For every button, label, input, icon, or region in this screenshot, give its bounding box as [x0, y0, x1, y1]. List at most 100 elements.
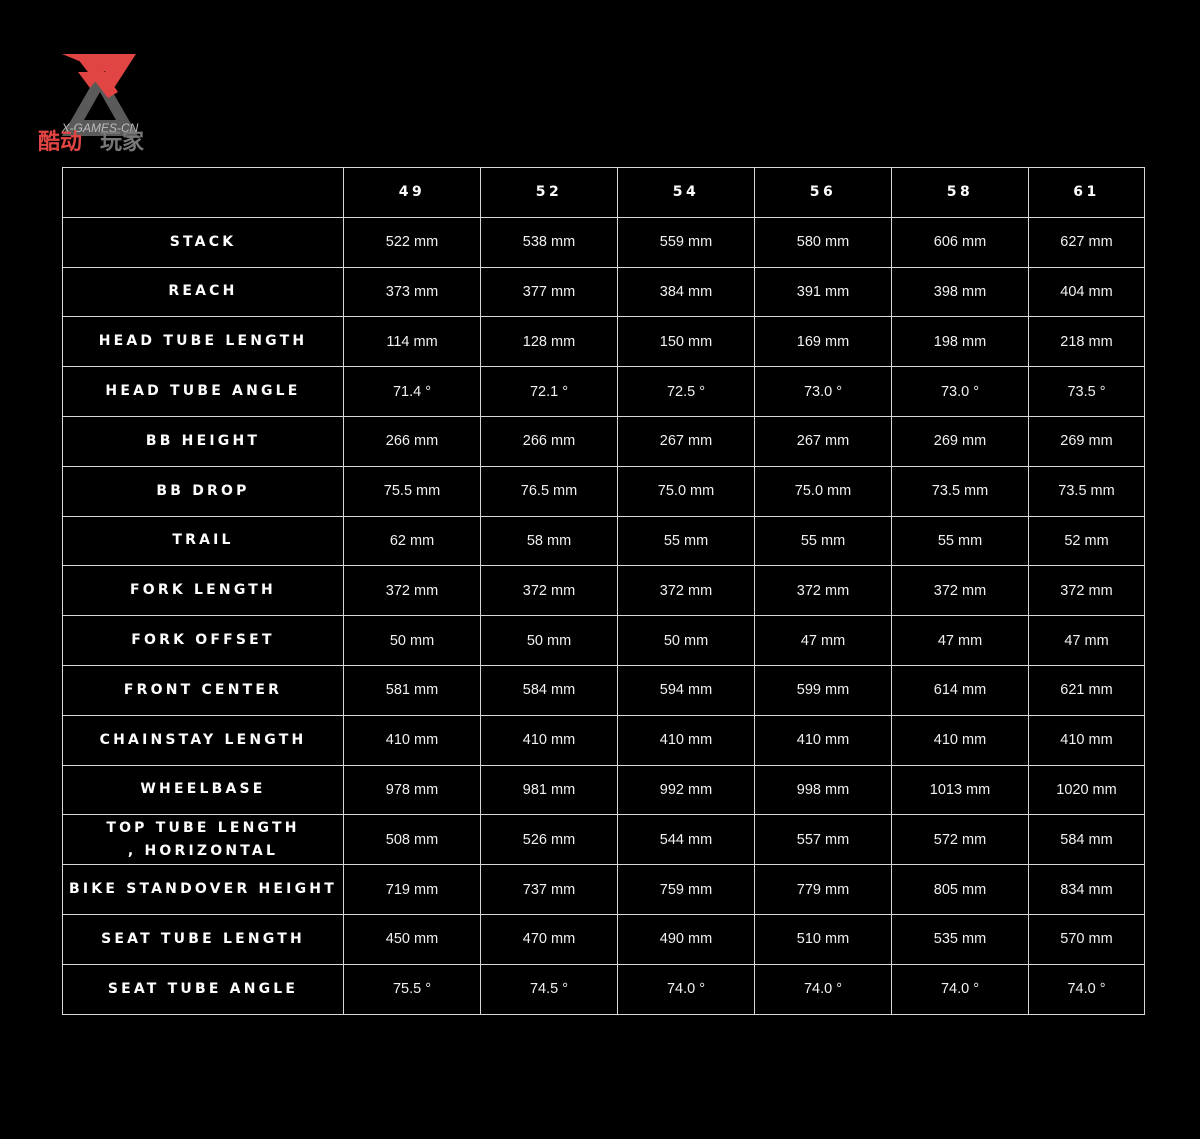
value-cell: 75.5 ° — [343, 963, 481, 1015]
size-header: 49 — [343, 167, 481, 218]
table-row: CHAINSTAY LENGTH 410 mm 410 mm 410 mm 410 mm… — [62, 714, 1145, 766]
value-cell: 391 mm — [754, 266, 892, 318]
value-cell: 584 mm — [1028, 814, 1145, 866]
row-label: WHEELBASE — [62, 764, 344, 816]
row-label: REACH — [62, 266, 344, 318]
value-cell: 805 mm — [891, 864, 1029, 915]
svg-text:玩家: 玩家 — [100, 129, 145, 152]
value-cell: 50 mm — [343, 615, 481, 666]
svg-text:X-GAMES-CN: X-GAMES-CN — [61, 121, 139, 135]
value-cell: 150 mm — [617, 316, 755, 368]
value-cell: 599 mm — [754, 664, 892, 716]
value-cell: 490 mm — [617, 913, 755, 965]
row-label: CHAINSTAY LENGTH — [62, 714, 344, 766]
value-cell: 522 mm — [343, 216, 481, 268]
value-cell: 267 mm — [754, 415, 892, 467]
value-cell: 372 mm — [617, 565, 755, 617]
value-cell: 992 mm — [617, 764, 755, 816]
table-row: FRONT CENTER 581 mm 584 mm 594 mm 599 mm 614 … — [62, 664, 1145, 716]
value-cell: 74.0 ° — [617, 963, 755, 1015]
value-cell: 834 mm — [1028, 864, 1145, 915]
table-row: SEAT TUBE LENGTH 450 mm 470 mm 490 mm 510 mm… — [62, 913, 1145, 965]
value-cell: 372 mm — [1028, 565, 1145, 617]
value-cell: 71.4 ° — [343, 366, 481, 417]
value-cell: 594 mm — [617, 664, 755, 716]
row-label: FRONT CENTER — [62, 664, 344, 716]
value-cell: 1013 mm — [891, 764, 1029, 816]
row-label: BB DROP — [62, 465, 344, 517]
value-cell: 510 mm — [754, 913, 892, 965]
value-cell: 470 mm — [480, 913, 618, 965]
value-cell: 627 mm — [1028, 216, 1145, 268]
svg-text:酷动: 酷动 — [38, 130, 82, 152]
value-cell: 398 mm — [891, 266, 1029, 318]
row-label: BB HEIGHT — [62, 415, 344, 467]
value-cell: 52 mm — [1028, 515, 1145, 567]
value-cell: 557 mm — [754, 814, 892, 866]
value-cell: 508 mm — [343, 814, 481, 866]
value-cell: 269 mm — [891, 415, 1029, 467]
value-cell: 74.0 ° — [754, 963, 892, 1015]
value-cell: 719 mm — [343, 864, 481, 915]
value-cell: 410 mm — [754, 714, 892, 766]
table-row: BIKE STANDOVER HEIGHT 719 mm 737 mm 759 mm 7… — [62, 864, 1145, 915]
value-cell: 73.0 ° — [891, 366, 1029, 417]
value-cell: 410 mm — [343, 714, 481, 766]
value-cell: 584 mm — [480, 664, 618, 716]
value-cell: 55 mm — [617, 515, 755, 567]
value-cell: 72.5 ° — [617, 366, 755, 417]
table-row: FORK LENGTH 372 mm 372 mm 372 mm 372 mm 372 m… — [62, 565, 1145, 617]
value-cell: 570 mm — [1028, 913, 1145, 965]
value-cell: 74.0 ° — [891, 963, 1029, 1015]
value-cell: 372 mm — [343, 565, 481, 617]
size-header: 52 — [480, 167, 618, 218]
row-label: SEAT TUBE ANGLE — [62, 963, 344, 1015]
table-row: BB DROP 75.5 mm 76.5 mm 75.0 mm 75.0 mm 73.5 … — [62, 465, 1145, 517]
value-cell: 450 mm — [343, 913, 481, 965]
value-cell: 55 mm — [891, 515, 1029, 567]
header-row: 49 52 54 56 58 61 — [62, 167, 1145, 218]
value-cell: 544 mm — [617, 814, 755, 866]
value-cell: 47 mm — [1028, 615, 1145, 666]
value-cell: 372 mm — [754, 565, 892, 617]
table-row: WHEELBASE 978 mm 981 mm 992 mm 998 mm 1013 mm… — [62, 764, 1145, 816]
value-cell: 73.5 mm — [891, 465, 1029, 517]
value-cell: 169 mm — [754, 316, 892, 368]
value-cell: 535 mm — [891, 913, 1029, 965]
row-label: BIKE STANDOVER HEIGHT — [62, 864, 344, 915]
value-cell: 266 mm — [343, 415, 481, 467]
value-cell: 981 mm — [480, 764, 618, 816]
value-cell: 538 mm — [480, 216, 618, 268]
geometry-table: 49 52 54 56 58 61 STACK 522 mm 538 mm 559 mm 580 … — [62, 167, 1145, 1015]
size-header: 61 — [1028, 167, 1145, 218]
value-cell: 404 mm — [1028, 266, 1145, 318]
value-cell: 47 mm — [754, 615, 892, 666]
size-header: 56 — [754, 167, 892, 218]
x-games-cn-logo: X-GAMES-CN 酷动 玩家 — [34, 48, 166, 155]
value-cell: 621 mm — [1028, 664, 1145, 716]
table-row: BB HEIGHT 266 mm 266 mm 267 mm 267 mm 269 mm 2… — [62, 415, 1145, 467]
value-cell: 75.0 mm — [617, 465, 755, 517]
size-header: 58 — [891, 167, 1029, 218]
row-label: HEAD TUBE ANGLE — [62, 366, 344, 417]
table-row: HEAD TUBE ANGLE 71.4 ° 72.1 ° 72.5 ° 73.0 ° 7… — [62, 366, 1145, 417]
row-label: FORK OFFSET — [62, 615, 344, 666]
value-cell: 75.0 mm — [754, 465, 892, 517]
value-cell: 62 mm — [343, 515, 481, 567]
value-cell: 978 mm — [343, 764, 481, 816]
value-cell: 410 mm — [891, 714, 1029, 766]
value-cell: 72.1 ° — [480, 366, 618, 417]
value-cell: 267 mm — [617, 415, 755, 467]
value-cell: 614 mm — [891, 664, 1029, 716]
value-cell: 198 mm — [891, 316, 1029, 368]
size-header: 54 — [617, 167, 755, 218]
value-cell: 76.5 mm — [480, 465, 618, 517]
value-cell: 410 mm — [617, 714, 755, 766]
value-cell: 55 mm — [754, 515, 892, 567]
value-cell: 373 mm — [343, 266, 481, 318]
value-cell: 58 mm — [480, 515, 618, 567]
table-row: FORK OFFSET 50 mm 50 mm 50 mm 47 mm 47 mm 47 m… — [62, 615, 1145, 666]
value-cell: 606 mm — [891, 216, 1029, 268]
row-label: HEAD TUBE LENGTH — [62, 316, 344, 368]
value-cell: 218 mm — [1028, 316, 1145, 368]
